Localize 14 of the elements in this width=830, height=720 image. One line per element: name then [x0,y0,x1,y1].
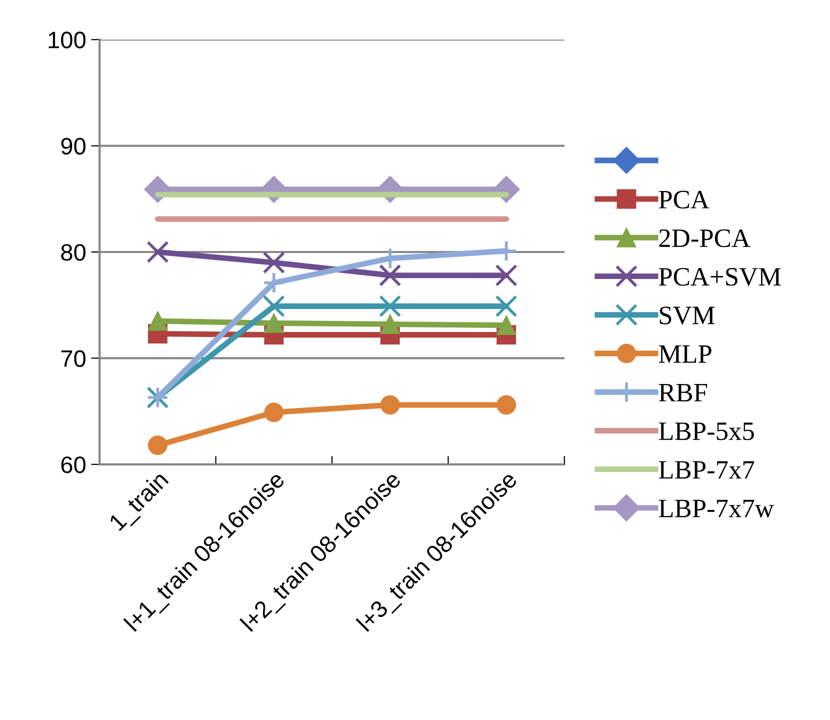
legend-label: PCA+SVM [658,268,781,286]
legend-label: MLP [658,345,712,363]
y-tick-label: 70 [61,350,86,367]
y-tick-label: 60 [61,456,86,474]
legend-label: 2D-PCA [659,229,750,248]
legend-label: LBP-7x7w [658,500,774,518]
legend-label: PCA [658,190,710,209]
legend-label: LBP-5x5 [658,422,754,440]
legend-label: SVM [660,306,715,324]
y-tick-label: 80 [61,244,86,261]
legend-label: LBP-7x7 [658,461,754,479]
y-tick-label: 100 [48,32,86,48]
legend-label: RBF [658,384,708,402]
y-tick-label: 90 [61,138,86,155]
